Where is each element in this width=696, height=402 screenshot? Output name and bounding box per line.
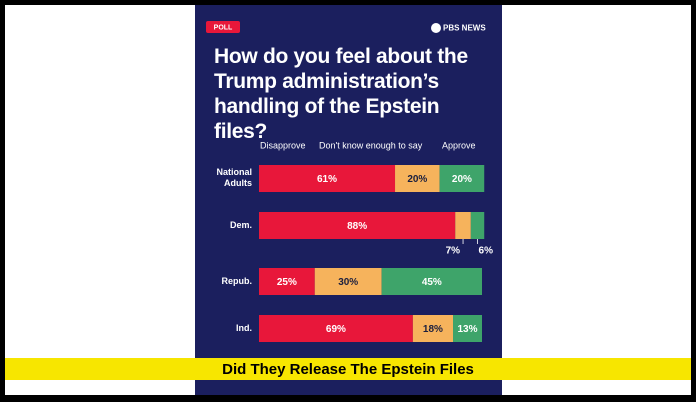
bar-segment xyxy=(455,212,471,239)
chart-title: How do you feel about the Trump administ… xyxy=(214,45,468,143)
value-label: 69% xyxy=(326,324,346,335)
logo-icon xyxy=(431,23,441,33)
bar-segment xyxy=(439,165,485,192)
bar-segment xyxy=(259,212,456,239)
legend-label: Approve xyxy=(442,140,476,150)
banner-bg xyxy=(5,358,691,380)
category-label: National Adults xyxy=(216,167,252,188)
bar-segment xyxy=(259,165,396,192)
logo: PBS NEWS xyxy=(443,24,486,33)
bar-segment xyxy=(412,315,454,342)
value-label: 7% xyxy=(446,246,461,257)
bar-segment xyxy=(453,315,482,342)
bar-segment xyxy=(314,268,382,295)
value-label: 20% xyxy=(407,174,427,185)
bar-segment xyxy=(395,165,440,192)
legend-label: Disapprove xyxy=(260,140,306,150)
value-label: 18% xyxy=(423,324,443,335)
value-label: 61% xyxy=(317,174,337,185)
category-label: Dem. xyxy=(230,220,252,230)
legend-label: Don't know enough to say xyxy=(319,140,423,150)
badge: POLL xyxy=(214,24,233,31)
value-label: 13% xyxy=(457,324,477,335)
bar-segment xyxy=(470,212,485,239)
category-label: Repub. xyxy=(222,276,253,286)
value-label: 25% xyxy=(277,277,297,288)
value-label: 45% xyxy=(422,277,442,288)
value-label: 88% xyxy=(347,221,367,232)
bar-segment xyxy=(259,315,413,342)
value-label: 30% xyxy=(338,277,358,288)
bar-segment xyxy=(259,268,315,295)
value-label: 6% xyxy=(479,246,494,257)
banner: Did They Release The Epstein Files xyxy=(222,361,474,378)
category-label: Ind. xyxy=(236,323,252,333)
value-label: 20% xyxy=(452,174,472,185)
badge-bg xyxy=(206,21,240,33)
bar-segment xyxy=(381,268,482,295)
